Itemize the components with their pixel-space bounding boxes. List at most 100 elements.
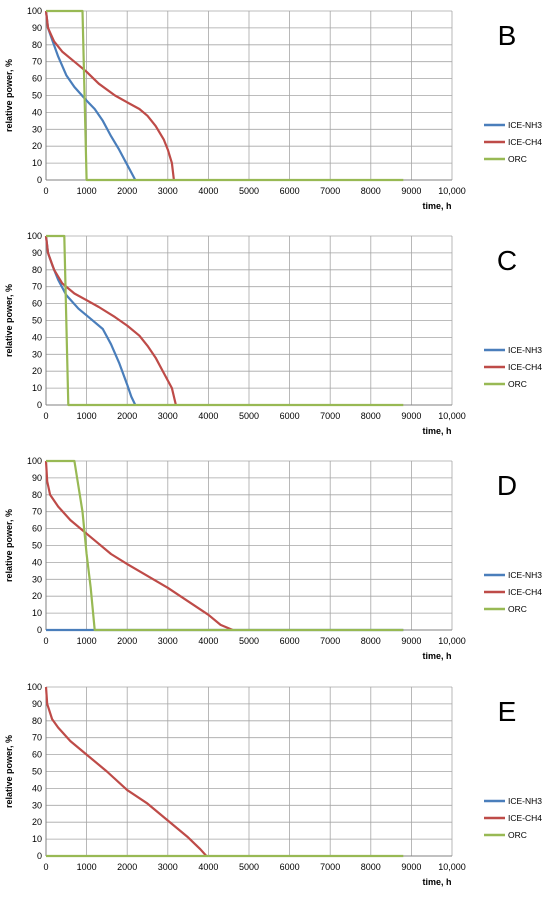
- series-line-orc: [46, 459, 404, 632]
- y-tick-label: 20: [32, 817, 42, 827]
- y-tick-label: 100: [27, 456, 42, 466]
- y-tick-label: 20: [32, 141, 42, 151]
- y-tick-label: 70: [32, 282, 42, 292]
- x-tick-label: 7000: [320, 411, 340, 421]
- panel-label: C: [497, 245, 517, 276]
- x-tick-label: 7000: [320, 862, 340, 872]
- y-tick-label: 10: [32, 608, 42, 618]
- series-line-ice-ch4: [44, 686, 208, 857]
- y-tick-label: 70: [32, 57, 42, 67]
- series-line-ice-ch4: [44, 460, 234, 632]
- x-axis-label: time, h: [422, 877, 451, 887]
- series-line-ice-nh3: [44, 10, 137, 181]
- y-axis-label: relative power, %: [4, 509, 14, 582]
- y-tick-label: 100: [27, 231, 42, 241]
- y-tick-label: 60: [32, 299, 42, 309]
- x-tick-label: 3000: [158, 186, 178, 196]
- x-tick-label: 6000: [280, 862, 300, 872]
- x-tick-label: 0: [43, 411, 48, 421]
- legend-label: ICE-NH3: [508, 120, 542, 130]
- legend-label: ORC: [508, 830, 527, 840]
- x-axis-label: time, h: [422, 426, 451, 436]
- x-tick-label: 0: [43, 636, 48, 646]
- legend-label: ICE-CH4: [508, 587, 542, 597]
- y-tick-label: 30: [32, 124, 42, 134]
- y-tick-label: 40: [32, 783, 42, 793]
- x-tick-label: 1000: [77, 862, 97, 872]
- chart-panel-e: 0 10 20 30 40 50 60 70 80 90 100 0 1000 2000 3000 4000 5…: [0, 676, 550, 901]
- y-tick-label: 40: [32, 332, 42, 342]
- x-tick-label: 10,000: [438, 411, 466, 421]
- x-tick-label: 9000: [401, 186, 421, 196]
- y-tick-label: 90: [32, 248, 42, 258]
- y-tick-label: 80: [32, 40, 42, 50]
- y-axis-label: relative power, %: [4, 59, 14, 132]
- y-tick-label: 40: [32, 557, 42, 567]
- y-tick-label: 0: [37, 175, 42, 185]
- x-tick-label: 0: [43, 186, 48, 196]
- y-tick-label: 80: [32, 265, 42, 275]
- y-tick-label: 30: [32, 800, 42, 810]
- x-tick-label: 4000: [198, 411, 218, 421]
- x-tick-label: 2000: [117, 411, 137, 421]
- y-tick-label: 60: [32, 750, 42, 760]
- y-tick-label: 20: [32, 591, 42, 601]
- panel-label: D: [497, 470, 517, 501]
- y-tick-label: 40: [32, 107, 42, 117]
- x-tick-label: 6000: [280, 411, 300, 421]
- x-tick-label: 7000: [320, 186, 340, 196]
- legend-label: ORC: [508, 379, 527, 389]
- y-tick-label: 100: [27, 682, 42, 692]
- y-tick-label: 0: [37, 851, 42, 861]
- legend-label: ICE-CH4: [508, 362, 542, 372]
- x-tick-label: 3000: [158, 862, 178, 872]
- x-tick-label: 5000: [239, 411, 259, 421]
- x-tick-label: 10,000: [438, 186, 466, 196]
- legend-label: ICE-NH3: [508, 796, 542, 806]
- y-tick-label: 100: [27, 6, 42, 16]
- x-tick-label: 3000: [158, 636, 178, 646]
- x-tick-label: 1000: [77, 411, 97, 421]
- y-tick-label: 80: [32, 490, 42, 500]
- y-tick-label: 50: [32, 767, 42, 777]
- x-tick-label: 7000: [320, 636, 340, 646]
- y-tick-label: 90: [32, 699, 42, 709]
- x-tick-label: 1000: [77, 186, 97, 196]
- x-tick-label: 5000: [239, 862, 259, 872]
- x-tick-label: 3000: [158, 411, 178, 421]
- x-tick-label: 0: [43, 862, 48, 872]
- chart-panel-c: 0 10 20 30 40 50 60 70 80 90 100 0 1000 2000 3000 4000 5…: [0, 225, 550, 450]
- x-tick-label: 6000: [280, 636, 300, 646]
- y-tick-label: 90: [32, 23, 42, 33]
- legend-label: ICE-NH3: [508, 570, 542, 580]
- y-axis-label: relative power, %: [4, 735, 14, 808]
- y-tick-label: 0: [37, 625, 42, 635]
- x-tick-label: 10,000: [438, 636, 466, 646]
- x-tick-label: 9000: [401, 636, 421, 646]
- legend-label: ORC: [508, 154, 527, 164]
- series-line-orc: [46, 234, 404, 407]
- chart-panel-b: 0 10 20 30 40 50 60 70 80 90 100 0 1000 2000 3000 4000 5…: [0, 0, 550, 225]
- panel-label: E: [498, 696, 517, 727]
- y-tick-label: 10: [32, 834, 42, 844]
- series-line-orc: [46, 9, 404, 182]
- x-axis-label: time, h: [422, 201, 451, 211]
- y-tick-label: 30: [32, 349, 42, 359]
- x-tick-label: 9000: [401, 862, 421, 872]
- y-tick-label: 70: [32, 507, 42, 517]
- panel-label: B: [498, 20, 517, 51]
- y-axis-label: relative power, %: [4, 284, 14, 357]
- y-tick-label: 50: [32, 316, 42, 326]
- y-tick-label: 20: [32, 366, 42, 376]
- x-tick-label: 5000: [239, 186, 259, 196]
- y-tick-label: 90: [32, 473, 42, 483]
- legend-label: ICE-NH3: [508, 345, 542, 355]
- y-tick-label: 50: [32, 541, 42, 551]
- x-tick-label: 6000: [280, 186, 300, 196]
- y-tick-label: 60: [32, 524, 42, 534]
- x-tick-label: 4000: [198, 186, 218, 196]
